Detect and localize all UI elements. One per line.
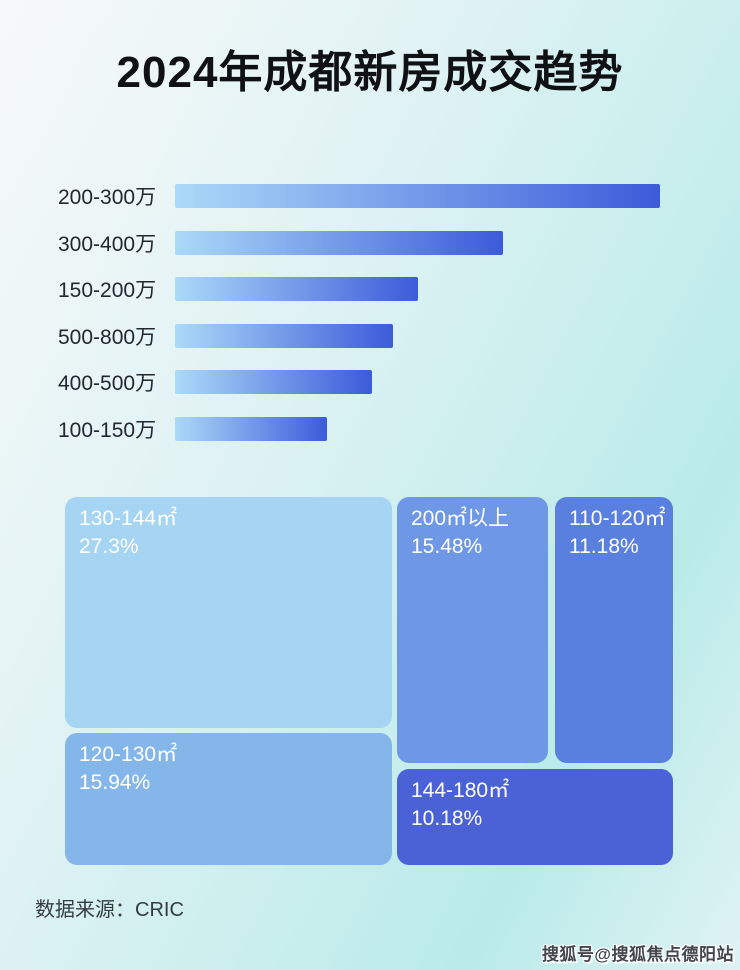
bar <box>175 277 418 301</box>
treemap-block-label: 130-144㎡ <box>79 507 178 530</box>
bar-category-label: 150-200万 <box>58 279 157 302</box>
treemap-block-label: 110-120㎡ <box>569 507 666 530</box>
bar-track <box>175 277 660 301</box>
bar-track <box>175 184 660 208</box>
bar-track <box>175 370 660 394</box>
price-range-bar-chart: 200-300万 300-400万 150-200万 500-800万 400-500万… <box>58 184 660 442</box>
treemap-block-percentage: 10.18% <box>411 807 483 831</box>
bar-category-label: 400-500万 <box>58 372 157 395</box>
bar <box>175 370 372 394</box>
bar-track <box>175 416 660 441</box>
bar-category-label: 500-800万 <box>58 325 157 349</box>
page-title: 2024年成都新房成交趋势 <box>116 48 624 97</box>
treemap-block-label: 200㎡以上 <box>411 507 510 530</box>
treemap-block-percentage: 11.18% <box>569 535 639 559</box>
unit-area-treemap: 130-144㎡ 27.3% 120-130㎡ 15.94% 200㎡以上 15.48% 1… <box>65 497 675 865</box>
bar-category-label: 200-300万 <box>58 186 157 209</box>
watermark: 搜狐号@搜狐焦点德阳站 <box>541 945 734 964</box>
treemap-block-percentage: 15.94% <box>79 771 151 795</box>
treemap-block-label: 120-130㎡ <box>79 743 178 766</box>
bar-row: 300-400万 <box>58 230 660 256</box>
bar-row: 200-300万 <box>58 184 660 209</box>
treemap-block: 110-120㎡ 11.18% <box>555 497 673 763</box>
data-source-label: 数据来源：CRIC <box>35 899 184 921</box>
bar-track <box>175 230 660 255</box>
bar-category-label: 100-150万 <box>58 418 157 442</box>
bar <box>175 416 327 441</box>
bar-category-label: 300-400万 <box>58 232 157 256</box>
treemap-block: 144-180㎡ 10.18% <box>397 769 673 865</box>
treemap-block: 130-144㎡ 27.3% <box>65 497 392 728</box>
treemap-block-label: 144-180㎡ <box>411 779 510 802</box>
bar <box>175 323 394 348</box>
bar-row: 100-150万 <box>58 416 660 442</box>
treemap-block: 120-130㎡ 15.94% <box>65 733 392 865</box>
bar-row: 150-200万 <box>58 277 660 302</box>
treemap-block: 200㎡以上 15.48% <box>397 497 548 763</box>
treemap-block-percentage: 15.48% <box>411 535 483 559</box>
bar-row: 400-500万 <box>58 370 660 395</box>
bar-row: 500-800万 <box>58 323 660 349</box>
bar <box>175 230 503 255</box>
bar <box>175 184 660 208</box>
treemap-block-percentage: 27.3% <box>79 535 139 559</box>
bar-track <box>175 323 660 348</box>
